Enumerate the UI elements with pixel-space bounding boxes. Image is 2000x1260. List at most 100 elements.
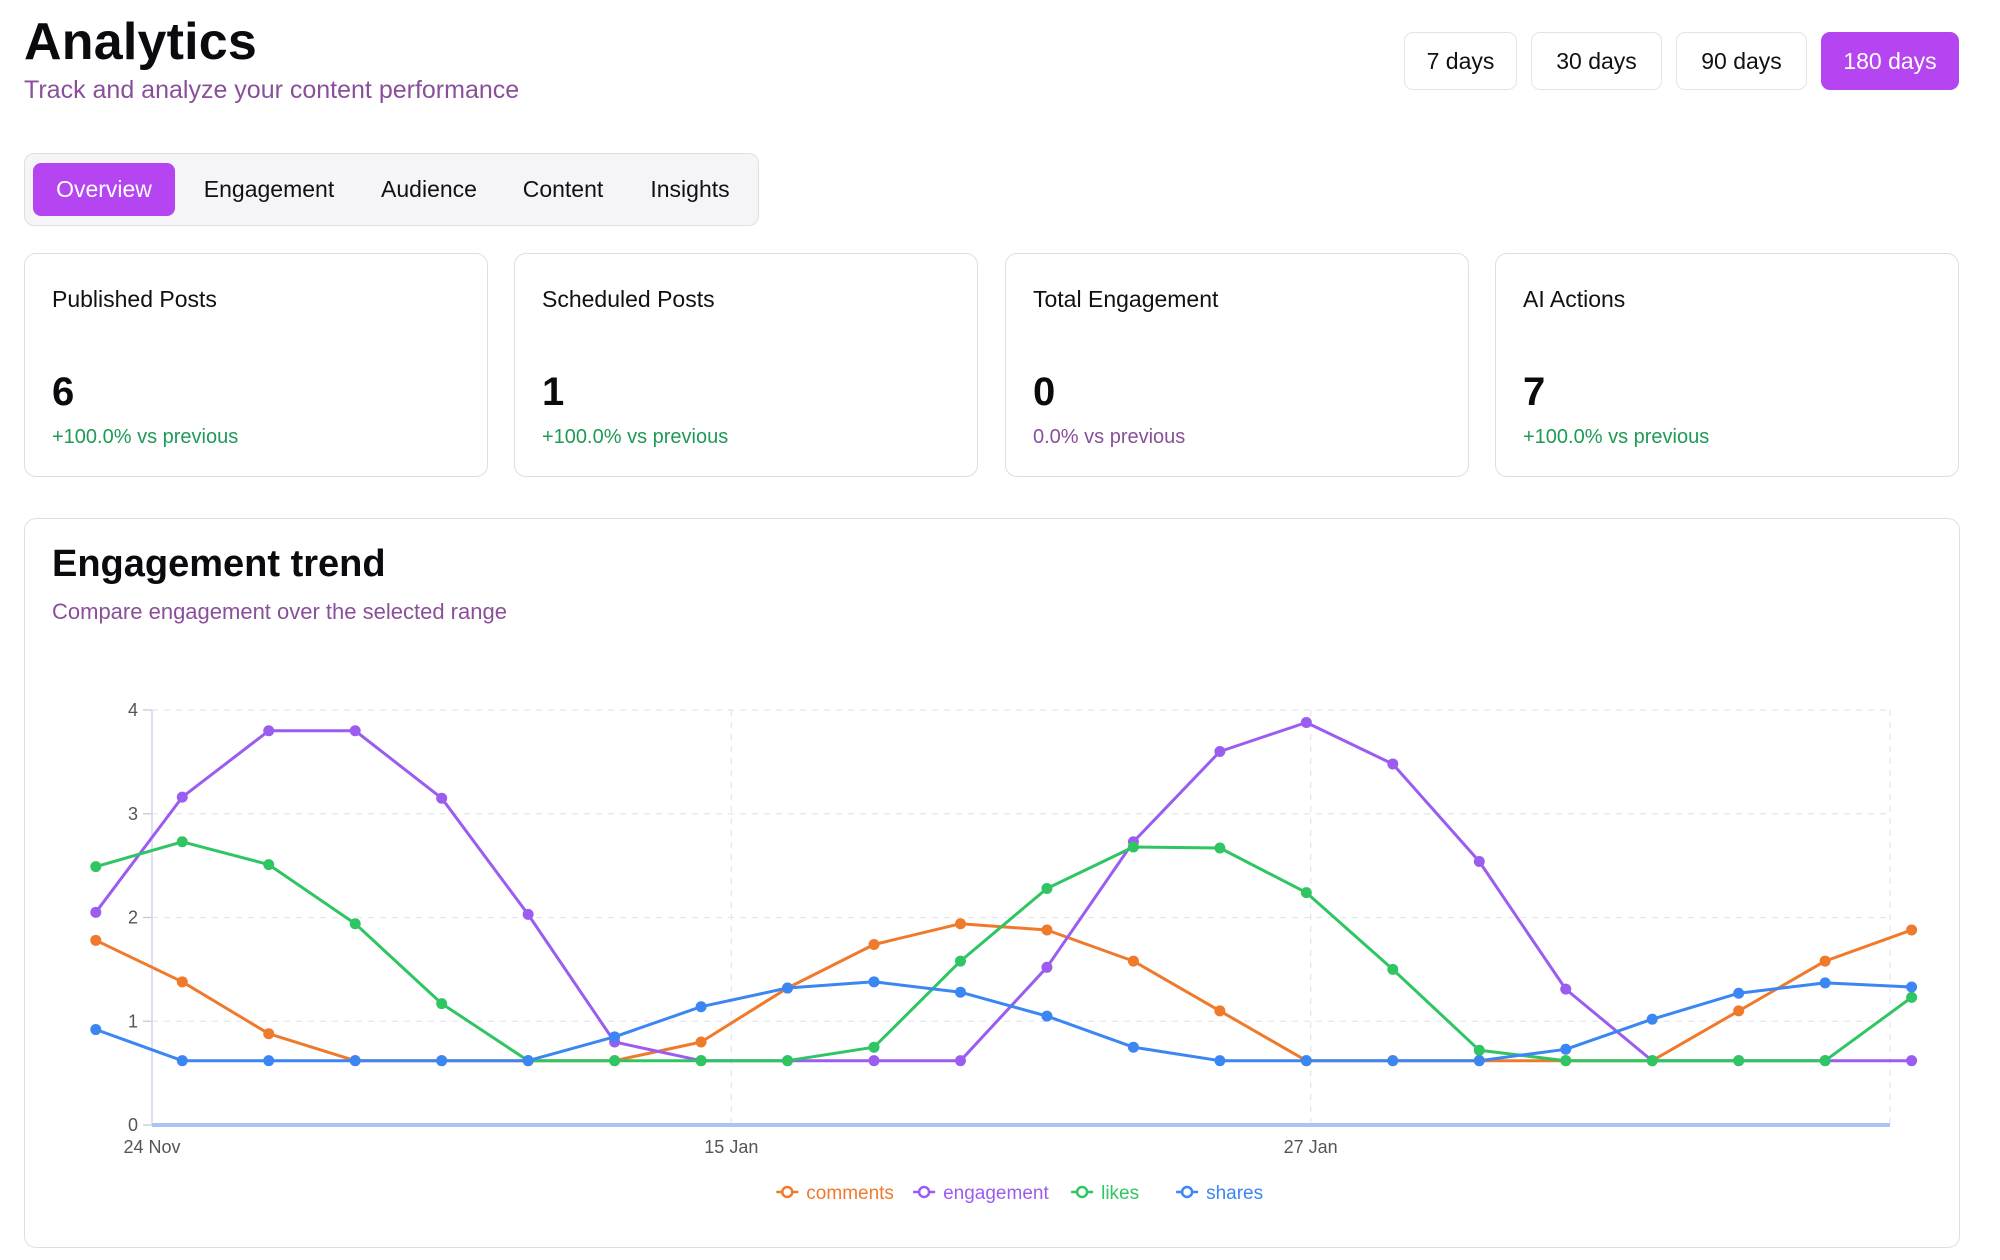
stat-card-scheduled-posts: Scheduled Posts 1 +100.0% vs previous — [514, 253, 978, 477]
legend-marker-engagement — [917, 1185, 931, 1199]
tab-overview[interactable]: Overview — [33, 163, 175, 216]
page-subtitle: Track and analyze your content performan… — [24, 76, 520, 104]
data-point-likes — [1906, 991, 1918, 1003]
data-point-comments — [1819, 955, 1831, 967]
data-point-engagement — [1387, 758, 1399, 770]
y-tick-label: 2 — [128, 908, 138, 928]
data-point-shares — [1646, 1013, 1658, 1025]
stat-value: 7 — [1523, 370, 1546, 414]
data-point-shares — [1214, 1055, 1226, 1067]
data-point-shares — [1906, 981, 1918, 993]
data-point-likes — [1819, 1055, 1831, 1067]
data-point-comments — [954, 918, 966, 930]
data-point-likes — [1127, 841, 1139, 853]
data-point-shares — [1127, 1041, 1139, 1053]
series-line-likes — [95, 840, 1913, 1063]
legend-marker-shares — [1180, 1185, 1194, 1199]
data-point-likes — [1560, 1055, 1572, 1067]
range-7-days-button[interactable]: 7 days — [1404, 32, 1517, 90]
data-point-engagement — [349, 725, 361, 737]
stat-label: Scheduled Posts — [542, 286, 715, 312]
data-point-shares — [1473, 1055, 1485, 1067]
range-30-days-button[interactable]: 30 days — [1531, 32, 1662, 90]
stat-label: Published Posts — [52, 286, 217, 312]
chart-title: Engagement trend — [52, 543, 386, 585]
data-point-likes — [349, 918, 361, 930]
data-point-likes — [609, 1055, 621, 1067]
range-90-days-button[interactable]: 90 days — [1676, 32, 1807, 90]
data-point-engagement — [436, 792, 448, 804]
range-180-days-button[interactable]: 180 days — [1821, 32, 1959, 90]
data-point-engagement — [1906, 1055, 1918, 1067]
stat-value: 6 — [52, 370, 75, 414]
data-point-engagement — [1041, 961, 1053, 973]
analytics-tabs: Overview Engagement Audience Content Ins… — [24, 153, 759, 226]
stat-delta: +100.0% vs previous — [542, 426, 729, 448]
data-point-likes — [782, 1055, 794, 1067]
data-point-engagement — [954, 1055, 966, 1067]
data-point-shares — [349, 1055, 361, 1067]
legend-label-engagement[interactable]: engagement — [943, 1183, 1049, 1204]
data-point-shares — [522, 1055, 534, 1067]
data-point-likes — [868, 1041, 880, 1053]
x-tick-label: 24 Nov — [123, 1137, 180, 1157]
data-point-shares — [90, 1024, 102, 1036]
tab-audience[interactable]: Audience — [381, 176, 477, 202]
x-tick-label: 15 Jan — [704, 1137, 758, 1157]
data-point-comments — [1733, 1005, 1745, 1017]
data-point-likes — [1041, 882, 1053, 894]
data-point-shares — [1300, 1055, 1312, 1067]
series-line-engagement — [94, 721, 1912, 1063]
data-point-likes — [176, 836, 188, 848]
date-range-selector: 7 days 30 days 90 days 180 days — [1404, 32, 1959, 90]
data-point-comments — [90, 934, 102, 946]
y-tick-label: 3 — [128, 804, 138, 824]
data-point-likes — [1473, 1044, 1485, 1056]
data-point-comments — [1214, 1005, 1226, 1017]
tab-insights[interactable]: Insights — [650, 176, 730, 202]
stat-value: 0 — [1033, 370, 1056, 414]
chart-subtitle: Compare engagement over the selected ran… — [52, 599, 507, 624]
data-point-engagement — [176, 791, 188, 803]
stat-value: 1 — [542, 370, 565, 414]
data-point-likes — [1387, 963, 1399, 975]
data-point-comments — [263, 1028, 275, 1040]
data-point-shares — [1041, 1010, 1053, 1022]
data-point-shares — [176, 1055, 188, 1067]
data-point-engagement — [263, 725, 275, 737]
data-point-likes — [1214, 842, 1226, 854]
stat-label: Total Engagement — [1033, 286, 1219, 312]
data-point-shares — [954, 986, 966, 998]
data-point-likes — [263, 859, 275, 871]
stat-card-total-engagement: Total Engagement 0 0.0% vs previous — [1005, 253, 1469, 477]
data-point-shares — [1560, 1043, 1572, 1055]
data-point-likes — [436, 998, 448, 1010]
y-tick-label: 4 — [128, 700, 138, 720]
stat-delta: +100.0% vs previous — [1523, 426, 1710, 448]
legend-label-likes[interactable]: likes — [1101, 1183, 1139, 1204]
data-point-shares — [1819, 977, 1831, 989]
data-point-likes — [1300, 887, 1312, 899]
legend-label-shares[interactable]: shares — [1206, 1183, 1263, 1204]
tab-content[interactable]: Content — [522, 176, 604, 202]
data-point-comments — [868, 938, 880, 950]
data-point-likes — [1646, 1055, 1658, 1067]
data-point-shares — [695, 1001, 707, 1013]
data-point-shares — [609, 1031, 621, 1043]
data-point-shares — [263, 1055, 275, 1067]
data-point-comments — [176, 976, 188, 988]
data-point-engagement — [1300, 716, 1312, 728]
stat-delta: 0.0% vs previous — [1033, 426, 1186, 448]
data-point-likes — [695, 1055, 707, 1067]
tab-engagement[interactable]: Engagement — [203, 176, 335, 202]
data-point-comments — [695, 1036, 707, 1048]
data-point-comments — [1041, 924, 1053, 936]
legend-label-comments[interactable]: comments — [806, 1183, 894, 1204]
data-point-shares — [436, 1055, 448, 1067]
data-point-likes — [1733, 1055, 1745, 1067]
series-line-shares — [95, 980, 1912, 1063]
data-point-engagement — [90, 906, 102, 918]
legend-marker-comments — [781, 1185, 794, 1199]
